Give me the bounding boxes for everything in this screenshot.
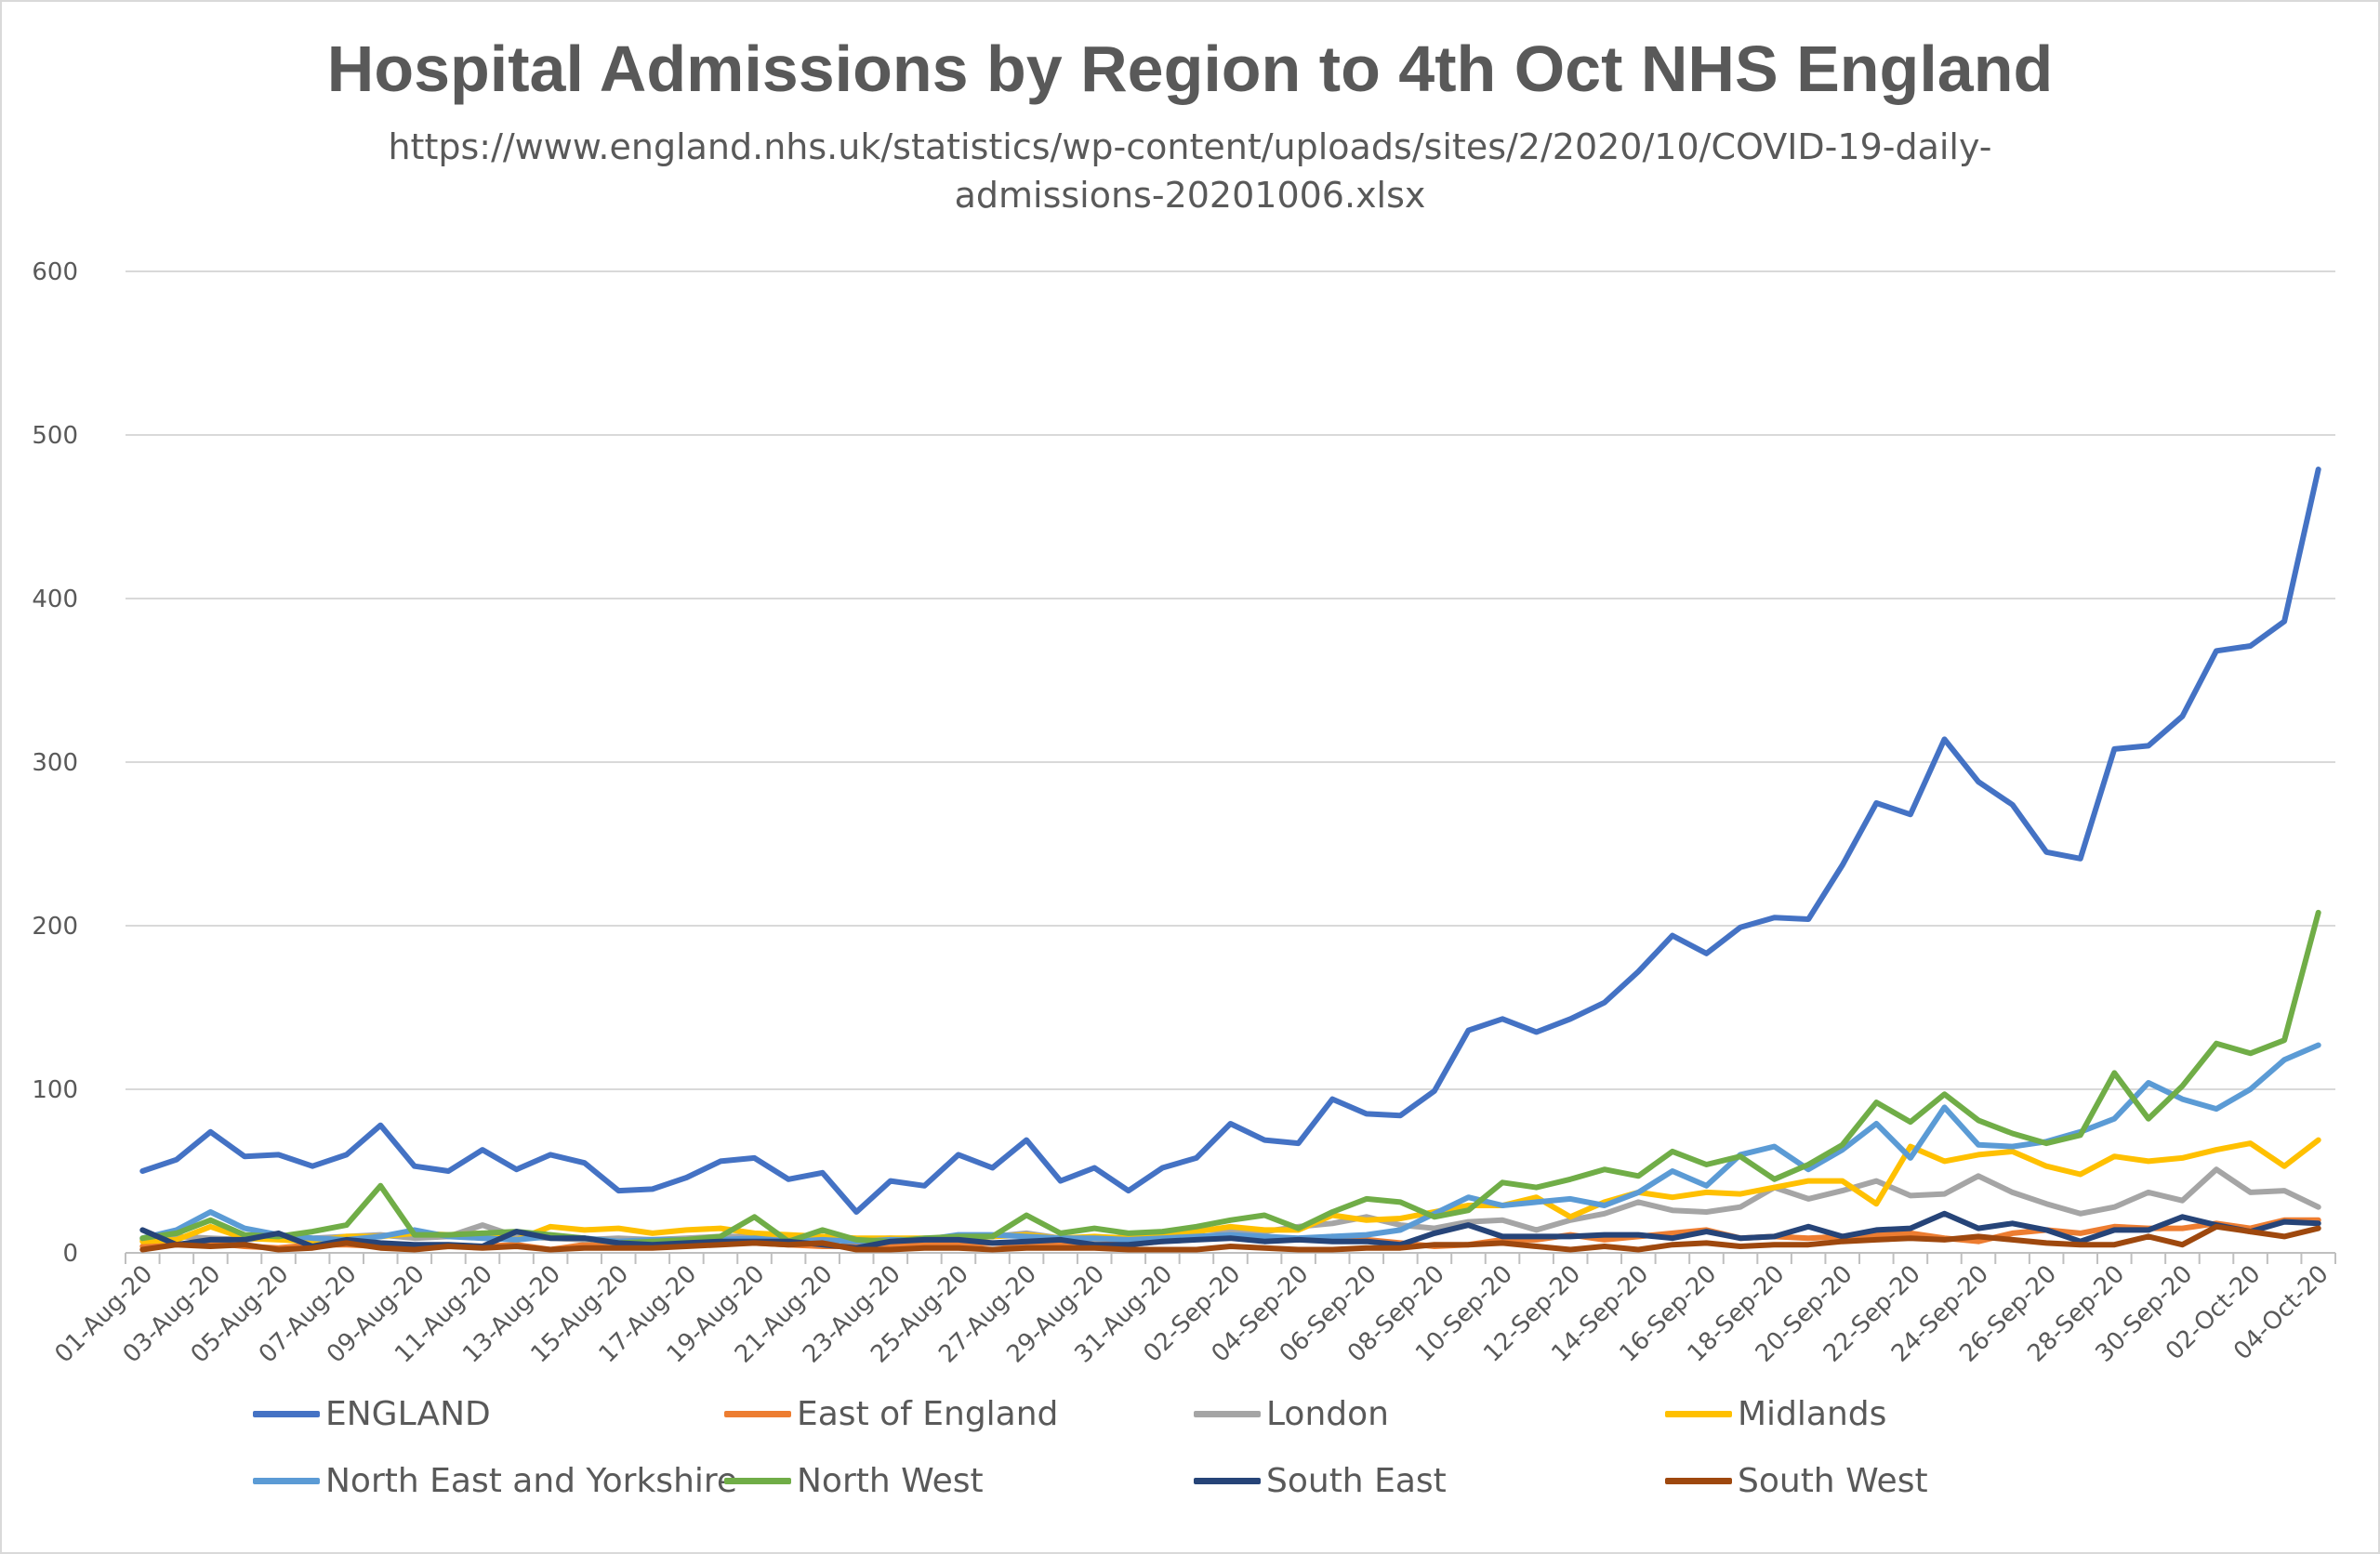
legend-swatch (1665, 1410, 1732, 1417)
legend-label: North West (797, 1461, 984, 1500)
legend-item-north-east-and-yorkshire: North East and Yorkshire (253, 1457, 737, 1504)
legend-swatch (1665, 1477, 1732, 1484)
legend-item-south-east: South East (1194, 1457, 1447, 1504)
legend-swatch (253, 1410, 320, 1417)
legend-swatch (724, 1477, 791, 1484)
legend-item-south-west: South West (1665, 1457, 1928, 1504)
legend-label: East of England (797, 1394, 1059, 1433)
legend-label: ENGLAND (325, 1394, 491, 1433)
legend-swatch (1194, 1477, 1261, 1484)
legend-item-north-west: North West (724, 1457, 984, 1504)
series-line-north-west (139, 909, 2321, 1246)
legend-item-east-of-england: East of England (724, 1390, 1058, 1437)
series-line-england (139, 467, 2321, 1215)
legend-item-midlands: Midlands (1665, 1390, 1886, 1437)
y-tick-label: 400 (32, 586, 78, 613)
legend-label: South West (1738, 1461, 1928, 1500)
y-tick-label: 300 (32, 749, 78, 777)
series-line-south-east (139, 1210, 2321, 1251)
legend-swatch (724, 1410, 791, 1417)
legend-swatch (1194, 1410, 1261, 1417)
subtitle-line-2: admissions-20201006.xlsx (954, 175, 1426, 216)
legend-item-england: ENGLAND (253, 1390, 491, 1437)
legend-label: South East (1266, 1461, 1447, 1500)
legend-label: London (1266, 1394, 1389, 1433)
series-line-north-east-and-yorkshire (139, 1042, 2321, 1245)
subtitle-line-1: https://www.england.nhs.uk/statistics/wp… (388, 126, 1992, 167)
y-tick-label: 0 (62, 1240, 78, 1268)
legend-label: North East and Yorkshire (325, 1461, 738, 1500)
y-tick-label: 100 (32, 1076, 78, 1104)
legend-item-london: London (1194, 1390, 1389, 1437)
y-tick-label: 200 (32, 913, 78, 941)
chart-title: Hospital Admissions by Region to 4th Oct… (326, 33, 2054, 105)
legend-swatch (253, 1477, 320, 1484)
legend-label: Midlands (1738, 1394, 1887, 1433)
y-tick-label: 500 (32, 422, 78, 450)
series-line-south-west (139, 1223, 2321, 1253)
chart-subtitle: https://www.england.nhs.uk/statistics/wp… (307, 123, 2073, 219)
y-tick-label: 600 (32, 258, 78, 286)
